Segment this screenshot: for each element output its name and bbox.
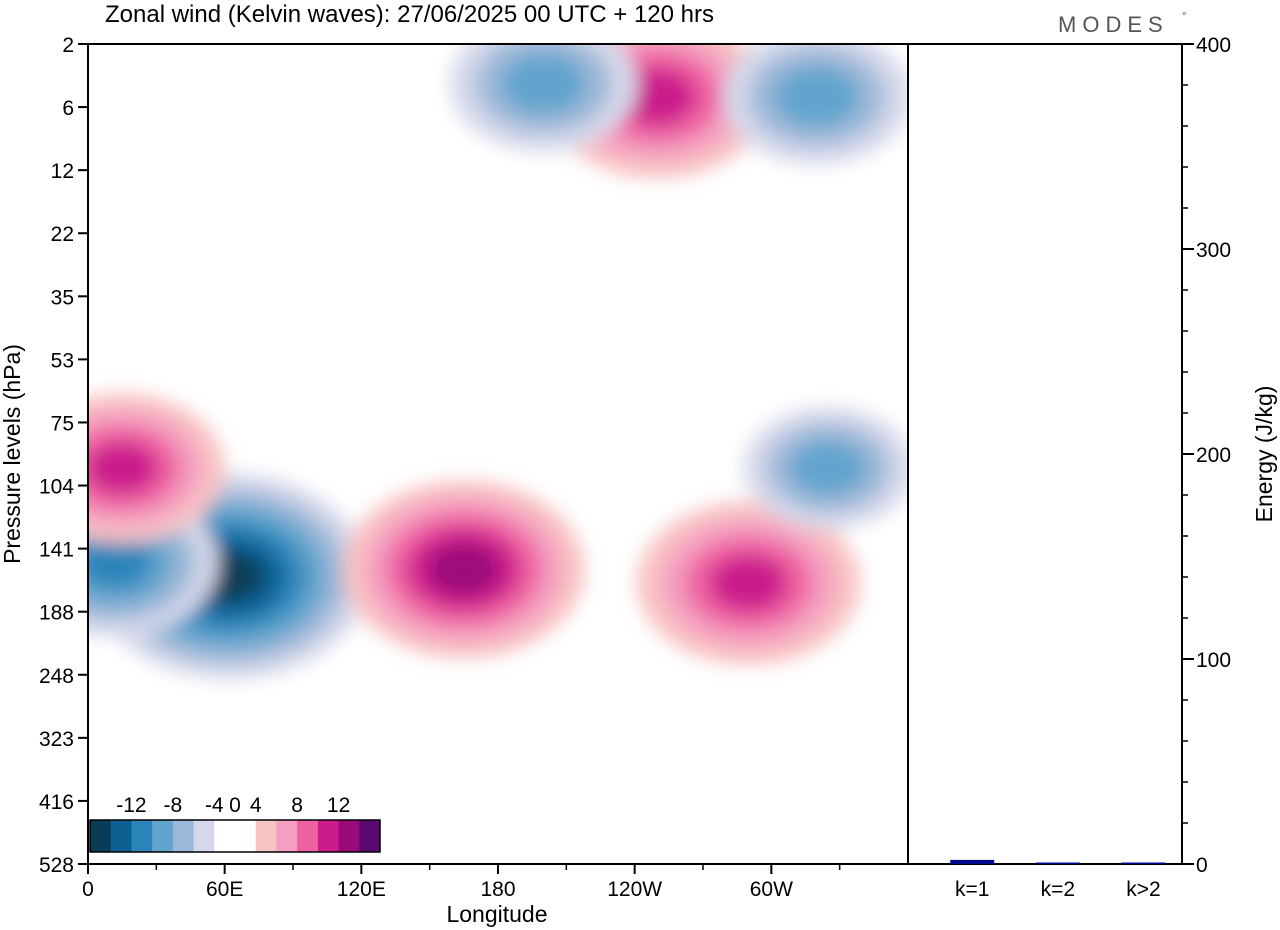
contour-region <box>429 543 499 595</box>
x-axis-label: Longitude <box>446 901 547 927</box>
x-tick-label: 120E <box>337 878 386 901</box>
energy-tick-label: 100 <box>1196 649 1231 672</box>
x-tick-label: 60E <box>206 878 243 901</box>
energy-tick-label: 0 <box>1196 854 1208 877</box>
x-axis: 0 60E 120E 180 120W 60W <box>82 864 841 901</box>
colorbar-label: -4 <box>205 794 224 817</box>
colorbar: -12 -8 -4 0 4 8 12 <box>89 794 381 853</box>
y-tick-label: 22 <box>51 223 74 246</box>
colorbar-swatch <box>152 820 174 852</box>
colorbar-swatch <box>131 820 153 852</box>
contour-region <box>709 554 788 612</box>
energy-bar <box>1121 862 1166 864</box>
y-tick-label: 104 <box>39 476 74 499</box>
brand-mark: ° <box>1182 11 1186 23</box>
colorbar-swatch <box>338 820 360 852</box>
bar-category-label: k=2 <box>1041 878 1075 901</box>
colorbar-swatch <box>359 820 381 852</box>
colorbar-label: -8 <box>164 794 183 817</box>
colorbar-swatch <box>276 820 298 852</box>
colorbar-swatch <box>235 820 257 852</box>
colorbar-label: 12 <box>327 794 350 817</box>
y-axis-label: Pressure levels (hPa) <box>0 344 25 564</box>
colorbar-label: 4 <box>250 794 262 817</box>
y-tick-label: 53 <box>51 349 74 372</box>
contour-region <box>88 441 158 495</box>
y-tick-label: 75 <box>51 412 74 435</box>
x-tick-label: 120W <box>607 878 662 901</box>
y-tick-label: 188 <box>39 602 74 625</box>
energy-tick-label: 300 <box>1196 239 1231 262</box>
x-tick-label: 180 <box>480 878 515 901</box>
y-tick-label: 141 <box>39 539 74 562</box>
energy-bar <box>950 859 995 864</box>
energy-axis-label: Energy (J/kg) <box>1251 386 1277 523</box>
x-tick-label: 0 <box>82 878 94 901</box>
bar-category-label: k>2 <box>1126 878 1160 901</box>
colorbar-label: 8 <box>291 794 303 817</box>
colorbar-swatch <box>193 820 215 852</box>
energy-tick-label: 200 <box>1196 444 1231 467</box>
colorbar-swatch <box>110 820 132 852</box>
energy-plot-frame <box>907 43 1183 865</box>
colorbar-swatch <box>90 820 112 852</box>
contour-region <box>618 68 697 126</box>
colorbar-label: -12 <box>116 794 146 817</box>
energy-bars: k=1 k=2 k>2 <box>950 859 1166 901</box>
contour-region <box>790 440 867 496</box>
y-tick-label: 2 <box>62 34 74 57</box>
brand-logo: MODES ° <box>1058 11 1186 37</box>
colorbar-frame <box>89 819 381 853</box>
colorbar-swatch <box>214 820 236 852</box>
y-tick-label: 248 <box>39 665 74 688</box>
colorbar-swatch <box>317 820 340 852</box>
contour-region <box>88 536 152 589</box>
energy-axis: 0 100 200 300 400 <box>1182 34 1231 877</box>
x-tick-label: 60W <box>750 878 793 901</box>
colorbar-swatch <box>297 820 319 852</box>
colorbar-swatch <box>255 820 277 852</box>
heatmap-field <box>88 44 908 864</box>
y-tick-label: 416 <box>39 791 74 814</box>
chart-title: Zonal wind (Kelvin waves): 27/06/2025 00… <box>105 1 714 28</box>
y-tick-label: 12 <box>51 160 74 183</box>
colorbar-label: 0 <box>229 794 241 817</box>
energy-tick-label: 400 <box>1196 34 1231 57</box>
bar-category-label: k=1 <box>955 878 989 901</box>
energy-bar <box>1035 862 1080 864</box>
y-tick-label: 528 <box>39 854 74 877</box>
y-tick-label: 6 <box>62 97 74 120</box>
y-tick-label: 323 <box>39 728 74 751</box>
colorbar-swatch <box>172 820 195 852</box>
y-tick-label: 35 <box>51 286 74 309</box>
brand-name: MODES <box>1058 12 1169 37</box>
contour-region <box>775 66 859 127</box>
y-axis: 2 6 12 22 35 53 75 104 141 188 248 323 416 528 <box>39 34 88 877</box>
contour-region <box>501 53 586 115</box>
